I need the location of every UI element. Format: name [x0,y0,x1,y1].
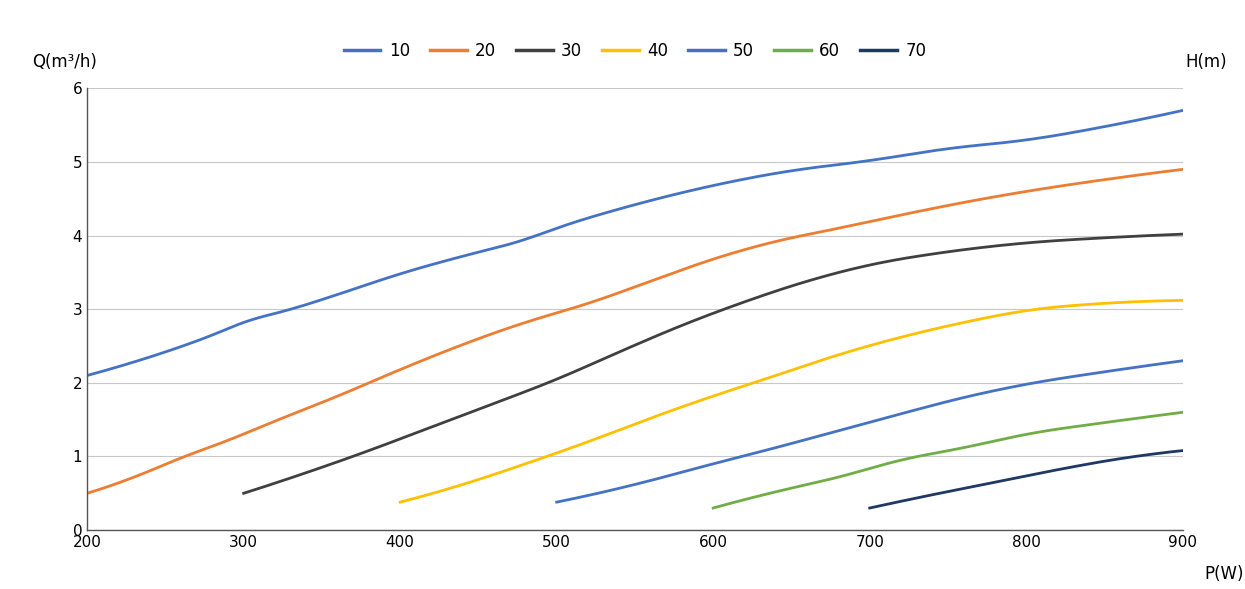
Legend: 10, 20, 30, 40, 50, 60, 70: 10, 20, 30, 40, 50, 60, 70 [337,35,933,66]
Text: Q(m³/h): Q(m³/h) [32,52,97,71]
Text: H(m): H(m) [1185,52,1226,71]
Text: P(W): P(W) [1205,565,1244,584]
